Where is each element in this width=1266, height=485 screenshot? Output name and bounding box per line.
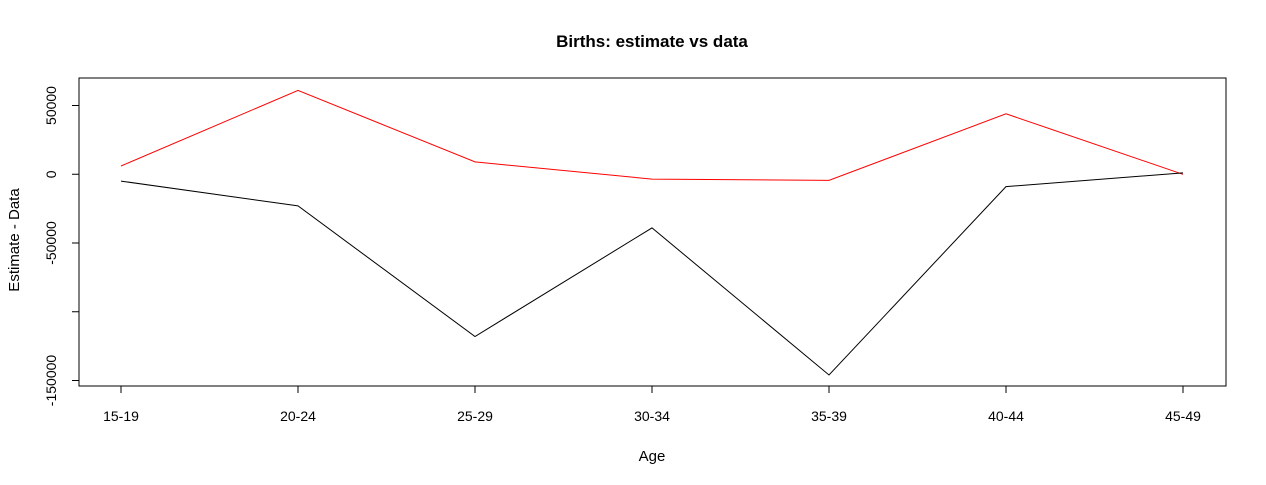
x-tick-label: 15-19 [103, 408, 139, 424]
series-layer [120, 89, 1184, 376]
x-axis-label: Age [639, 448, 666, 465]
y-tick-label: 50000 [43, 86, 59, 125]
y-tick-label: 0 [43, 170, 59, 178]
plot-frame [78, 77, 1227, 387]
x-axis: 15-19 20-24 25-29 30-34 35-39 40-44 45-49 [103, 385, 1201, 424]
x-tick-label: 30-34 [634, 408, 670, 424]
x-tick-label: 40-44 [988, 408, 1024, 424]
x-tick-label: 45-49 [1165, 408, 1201, 424]
x-tick-label: 35-39 [811, 408, 847, 424]
chart-title: Births: estimate vs data [556, 32, 748, 51]
y-axis-label: Estimate - Data [6, 188, 23, 292]
x-tick-label: 20-24 [280, 408, 316, 424]
series-line-2 [120, 172, 1184, 376]
y-tick-label: -150000 [43, 355, 59, 407]
series-line-1 [120, 89, 1184, 181]
x-tick-label: 25-29 [457, 408, 493, 424]
y-tick-label: -50000 [43, 221, 59, 265]
y-axis: 50000 0 -50000 -150000 [43, 86, 80, 407]
